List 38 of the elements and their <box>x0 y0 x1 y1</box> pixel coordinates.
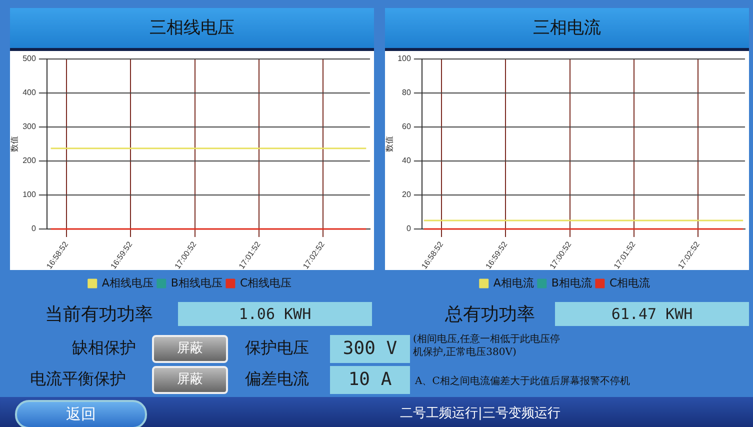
chart-title: 三相线电压 <box>10 8 374 51</box>
y-axis-title: 数值 <box>10 136 20 152</box>
text: 二号工频运行|三号变频运行 <box>400 405 560 422</box>
text: 61.47 KWH <box>555 302 749 326</box>
text: 缺相保护 <box>72 338 136 359</box>
legend-label: C相电流 <box>609 276 650 290</box>
y-tick-label: 60 <box>402 122 412 132</box>
text: 屏蔽 <box>152 366 228 394</box>
y-tick-label: 300 <box>22 122 36 132</box>
text: 保护电压 <box>245 338 309 359</box>
y-tick-label: 20 <box>402 190 412 200</box>
legend-label: C相线电压 <box>240 276 292 290</box>
y-tick-label: 0 <box>31 224 36 234</box>
y-tick-label: 200 <box>22 156 36 166</box>
legend-label: B相电流 <box>551 276 592 290</box>
y-tick-label: 40 <box>402 156 412 166</box>
legend-label: A相电流 <box>493 276 534 290</box>
chart-title: 三相电流 <box>385 8 749 51</box>
text: 当前有功功率 <box>45 303 153 326</box>
text: 返回 <box>15 400 147 427</box>
text: 电流平衡保护 <box>30 369 126 390</box>
text: 10 A <box>330 366 410 394</box>
y-tick-label: 100 <box>398 54 412 64</box>
text: (相间电压,任意一相低于此电压停机保护,正常电压380V) <box>413 333 562 359</box>
legend-label: B相线电压 <box>170 276 222 290</box>
y-axis-title: 数值 <box>385 136 394 152</box>
y-tick-label: 400 <box>22 88 36 98</box>
y-tick-label: 0 <box>406 224 412 234</box>
text: 屏蔽 <box>152 335 228 363</box>
y-tick-label: 500 <box>22 54 36 64</box>
text: 偏差电流 <box>245 369 309 390</box>
text: 1.06 KWH <box>178 302 372 326</box>
text: 300 V <box>330 335 410 363</box>
text: 总有功功率 <box>445 303 535 326</box>
legend-label: A相线电压 <box>102 276 154 290</box>
text: A、C相之间电流偏差大于此值后屏幕报警不停机 <box>415 374 630 388</box>
y-tick-label: 80 <box>402 88 412 98</box>
y-tick-label: 100 <box>22 190 36 200</box>
